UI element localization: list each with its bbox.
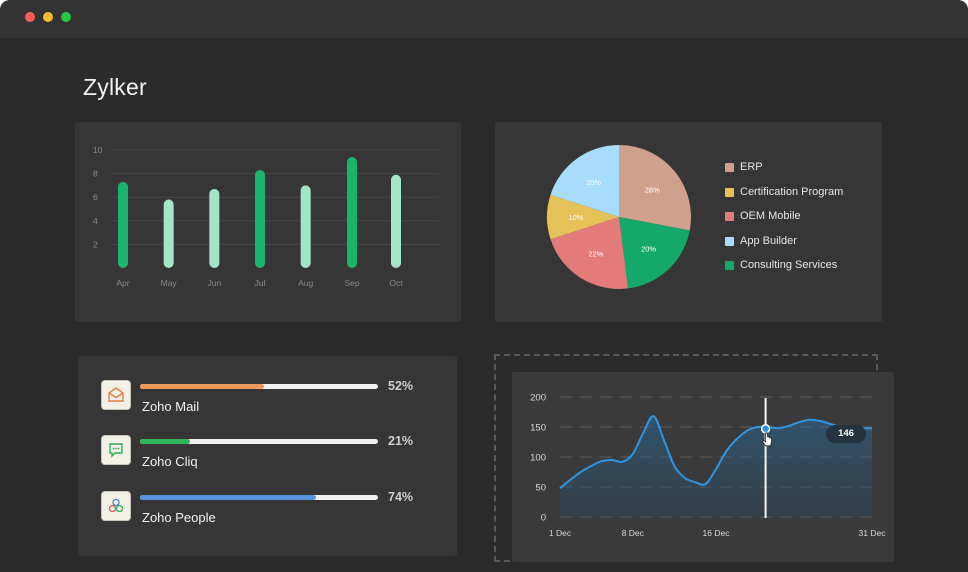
legend-label: ERP: [740, 161, 763, 173]
minimize-window-button[interactable]: [43, 12, 53, 22]
window-titlebar: [0, 0, 968, 38]
y-tick-label: 4: [93, 216, 98, 226]
app-name: Zoho People: [142, 510, 216, 525]
pie-slice-label: 20%: [641, 244, 656, 253]
legend-swatch: [725, 187, 734, 197]
y-tick-label: 2: [93, 239, 98, 249]
bar: [255, 170, 265, 268]
series-line: [559, 415, 872, 489]
legend-swatch: [725, 236, 734, 246]
app-name: Zoho Cliq: [142, 454, 198, 469]
legend-label: Consulting Services: [740, 259, 838, 271]
progress-percent: 74%: [388, 490, 414, 504]
progress-fill: [140, 384, 264, 389]
pie-slice-label: 28%: [645, 185, 660, 194]
y-tick-label: 200: [530, 393, 546, 404]
cursor-hand-icon: [762, 432, 773, 447]
progress-track: [140, 384, 378, 389]
legend-swatch: [725, 212, 734, 221]
y-tick-label: 150: [530, 423, 546, 434]
y-tick-label: 10: [93, 145, 103, 155]
y-tick-label: 100: [530, 453, 546, 464]
highlight-point: [760, 424, 771, 434]
pie-slice: [550, 145, 619, 217]
bar: [118, 181, 128, 268]
chat-icon: [101, 435, 131, 465]
page-title: Zylker: [83, 74, 147, 100]
app-usage-card: 52% Zoho Mail 21% Zoho Cliq: [78, 356, 457, 556]
progress-track: [140, 439, 378, 444]
x-tick-label: Jul: [255, 278, 266, 288]
y-tick-label: 6: [93, 192, 98, 202]
y-tick-label: 50: [535, 483, 546, 494]
x-tick-label: Oct: [389, 278, 403, 288]
progress-fill: [140, 495, 317, 500]
bar: [391, 174, 401, 268]
x-tick-label: Sep: [344, 278, 359, 288]
mail-icon: [101, 380, 131, 410]
bar: [209, 188, 220, 268]
pie-slice-label: 20%: [586, 178, 601, 187]
pie-slice: [547, 194, 619, 240]
app-name: Zoho Mail: [142, 399, 200, 414]
people-icon: [101, 491, 131, 521]
line-chart: 200 150 100 50 01 Dec 8 Dec 16 Dec 31 Dec: [530, 393, 887, 539]
app-usage-row-mail[interactable]: 52% Zoho Mail: [101, 379, 441, 422]
app-usage-row-cliq[interactable]: 21% Zoho Cliq: [101, 434, 441, 477]
bar: [347, 157, 357, 268]
legend-label: App Builder: [740, 234, 797, 247]
x-tick-label: Aug: [298, 278, 313, 288]
progress-track: [140, 495, 378, 500]
x-tick-label: Jun: [207, 278, 221, 288]
pie-chart: 28% 20% 22% 10% 20%: [547, 145, 691, 289]
x-tick-label: 8 Dec: [622, 528, 645, 538]
bar: [163, 199, 174, 268]
pie-slice-label: 10%: [568, 213, 583, 222]
data-tooltip: 146: [826, 425, 866, 443]
maximize-window-button[interactable]: [61, 12, 71, 22]
x-tick-label: Apr: [116, 278, 129, 288]
progress-fill: [140, 439, 190, 444]
pie-slice-label: 22%: [588, 249, 603, 258]
legend-label: OEM Mobile: [740, 210, 801, 222]
progress-percent: 21%: [388, 434, 414, 448]
x-tick-label: 31 Dec: [859, 528, 887, 538]
legend-label: Certification Program: [740, 185, 844, 198]
legend-swatch: [725, 261, 734, 270]
bar-chart: 10 8 6 4 2 Apr May Jun Jul Aug Sep Oct: [93, 145, 439, 288]
x-tick-label: 1 Dec: [549, 528, 572, 538]
y-tick-label: 0: [541, 513, 546, 524]
x-tick-label: May: [161, 278, 178, 288]
legend-swatch: [725, 163, 734, 172]
y-tick-label: 8: [93, 169, 98, 179]
x-tick-label: 16 Dec: [703, 528, 731, 538]
line-chart-card: 200 150 100 50 0 1 Dec 8 Dec 16 Dec 31 Dec 146: [512, 372, 894, 562]
progress-percent: 52%: [388, 379, 414, 393]
bar: [300, 185, 311, 268]
app-usage-row-people[interactable]: 74% Zoho People: [101, 490, 441, 533]
pie-slice: [550, 217, 629, 289]
bar-chart-card: 10 8 6 4 2 Apr May Jun Jul Aug Sep Oct: [75, 122, 461, 322]
area-fill: [560, 416, 872, 517]
pie-slice: [619, 217, 690, 289]
close-window-button[interactable]: [25, 12, 35, 22]
pie-chart-card: 28% 20% 22% 10% 20% ERP Certification Progra…: [495, 122, 882, 322]
pie-slice: [619, 145, 691, 231]
